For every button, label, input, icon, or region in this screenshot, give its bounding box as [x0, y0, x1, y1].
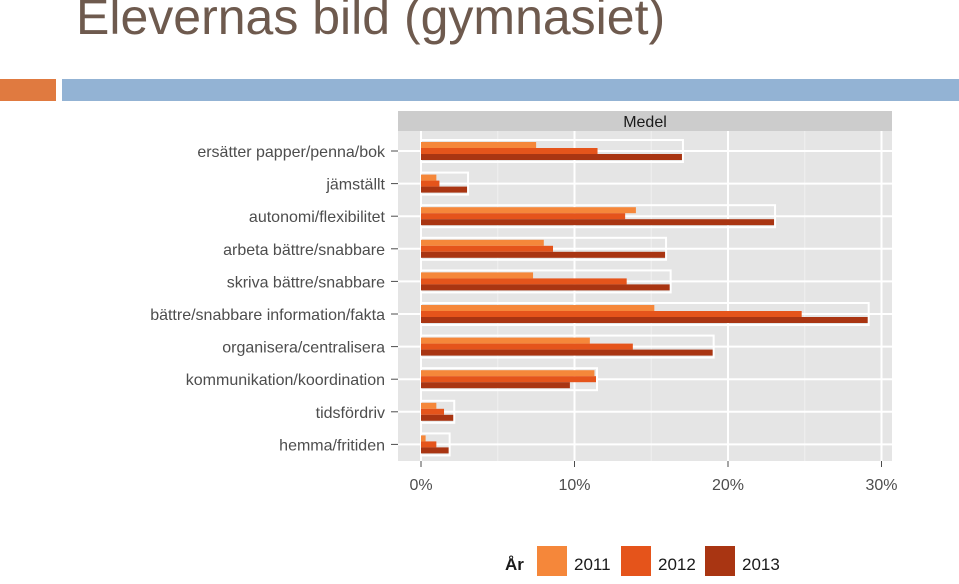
- x-tick-label: 0%: [409, 477, 432, 494]
- bar-2013: [421, 284, 670, 291]
- facet-label: Medel: [623, 114, 667, 131]
- category-label: organisera/centralisera: [222, 340, 385, 357]
- bar-2011: [421, 435, 426, 442]
- bar-2011: [421, 239, 544, 246]
- category-label: tidsfördriv: [316, 405, 385, 422]
- bar-2013: [421, 154, 682, 160]
- x-tick-label: 30%: [865, 477, 897, 494]
- legend-title: År: [505, 555, 524, 574]
- bar-2012: [421, 245, 554, 252]
- bar-2012: [421, 343, 633, 350]
- legend-label-2013: 2013: [742, 555, 780, 574]
- x-tick-label: 10%: [558, 477, 590, 494]
- legend-swatch-2013: [705, 546, 735, 576]
- bar-2012: [421, 278, 627, 285]
- bar-2012: [421, 148, 598, 154]
- bar-2011: [421, 272, 534, 279]
- bar-2013: [421, 414, 454, 421]
- category-label: ersätter papper/penna/bok: [197, 144, 386, 161]
- bar-2012: [421, 408, 445, 415]
- accent-bar-blue: [62, 79, 959, 101]
- x-tick-label: 20%: [712, 477, 744, 494]
- bar-2013: [421, 251, 666, 258]
- bar-2011: [421, 370, 595, 377]
- category-label: autonomi/flexibilitet: [249, 209, 386, 226]
- x-axis-tick-labels: 0% 10% 20% 30%: [409, 461, 898, 494]
- plot-panel: [398, 131, 892, 461]
- bar-2013: [421, 349, 713, 356]
- category-label: arbeta bättre/snabbare: [223, 242, 385, 259]
- bar-2012: [421, 213, 626, 220]
- bar-2012: [421, 376, 596, 383]
- category-label: bättre/snabbare information/fakta: [150, 307, 385, 324]
- bar-2013: [421, 219, 775, 226]
- bar-2013: [421, 186, 468, 193]
- legend-label-2011: 2011: [574, 555, 611, 574]
- category-labels: ersätter papper/penna/bok jämställt autono…: [150, 144, 398, 454]
- slide-title: Elevernas bild (gymnasiet): [76, 0, 666, 45]
- legend-label-2012: 2012: [658, 555, 696, 574]
- category-label: kommunikation/koordination: [186, 372, 385, 389]
- legend: År 2011 2012 2013: [505, 546, 780, 576]
- bar-2012: [421, 180, 440, 187]
- category-label: skriva bättre/snabbare: [227, 274, 385, 291]
- bar-2013: [421, 447, 449, 454]
- bar-2011: [421, 174, 437, 181]
- bar-2012: [421, 311, 802, 317]
- bar-2011: [421, 337, 590, 344]
- category-label: hemma/fritiden: [279, 437, 385, 454]
- bar-2011: [421, 207, 636, 214]
- legend-swatch-2011: [537, 546, 567, 576]
- facet-strip: [398, 111, 892, 131]
- bar-2011: [421, 305, 655, 311]
- accent-bar-orange: [0, 79, 56, 101]
- bars-group: [420, 139, 870, 457]
- bar-2013: [421, 317, 868, 323]
- bar-2013: [421, 382, 570, 389]
- legend-swatch-2012: [621, 546, 651, 576]
- bar-2011: [421, 142, 537, 148]
- bar-2012: [421, 441, 437, 448]
- bar-2011: [421, 402, 437, 409]
- grid-lines: [398, 131, 892, 461]
- category-label: jämställt: [325, 177, 385, 194]
